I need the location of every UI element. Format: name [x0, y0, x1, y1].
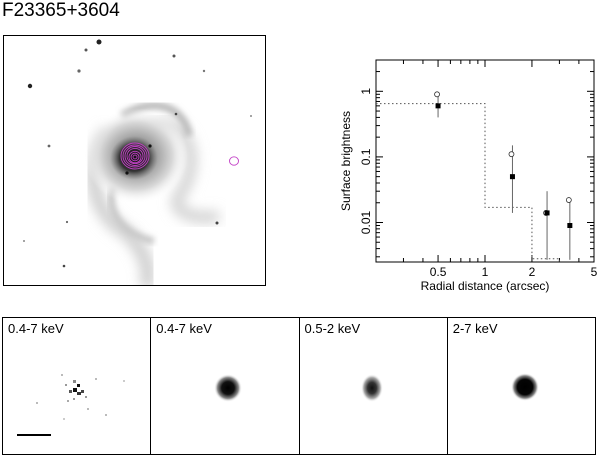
- band-label-1: 0.4-7 keV: [8, 321, 64, 336]
- smoothed-soft-band-image: [360, 374, 383, 402]
- smoothed-full-band-image: [214, 374, 243, 402]
- band-label-3: 0.5-2 keV: [304, 321, 361, 336]
- band-panel-soft: 0.5-2 keV: [298, 318, 447, 454]
- raw-counts-image: [17, 374, 125, 436]
- xray-contours: [120, 142, 239, 170]
- band-panel-full-raw: 0.4-7 keV: [3, 318, 150, 454]
- x-tick-label: 5: [591, 265, 598, 279]
- y-tick-label: 0.1: [359, 148, 373, 165]
- band-label-4: 2-7 keV: [452, 321, 498, 336]
- x-tick-label: 2: [529, 265, 536, 279]
- xray-band-strip: 0.4-7 keV 0.4-7 keV: [2, 317, 596, 455]
- surface-brightness-chart: 0.5 1 2 5 1 0.1 0.01 Radial distance (arcsec) Su…: [320, 52, 600, 302]
- plot-frame: [375, 59, 595, 263]
- chart-svg: 0.5 1 2 5 1 0.1 0.01 Radial distance (arcsec) Su…: [339, 59, 598, 293]
- x-tick-label: 1: [482, 265, 489, 279]
- y-tick-label: 0.01: [359, 211, 373, 235]
- figure-title: F23365+3604: [2, 0, 120, 21]
- filled-square-point: [435, 103, 441, 109]
- galaxy-image: [4, 36, 265, 285]
- open-circle-point: [508, 151, 515, 158]
- filled-square-point: [544, 210, 550, 216]
- filled-square-point: [509, 174, 515, 180]
- filled-square-point: [567, 223, 573, 229]
- open-circle-point: [565, 197, 572, 203]
- open-circle-point: [434, 91, 440, 98]
- band-panel-hard: 2-7 keV: [446, 318, 595, 454]
- y-axis-label: Surface brightness: [339, 111, 353, 211]
- x-axis-label: Radial distance (arcsec): [421, 279, 550, 293]
- y-tick-label: 1: [359, 88, 373, 95]
- x-tick-label: 0.5: [430, 265, 447, 279]
- model-step-line: [376, 103, 560, 262]
- smoothed-hard-band-image: [510, 373, 539, 401]
- band-label-2: 0.4-7 keV: [156, 321, 212, 336]
- band-panel-full: 0.4-7 keV: [150, 318, 298, 454]
- optical-image-panel: [3, 35, 266, 286]
